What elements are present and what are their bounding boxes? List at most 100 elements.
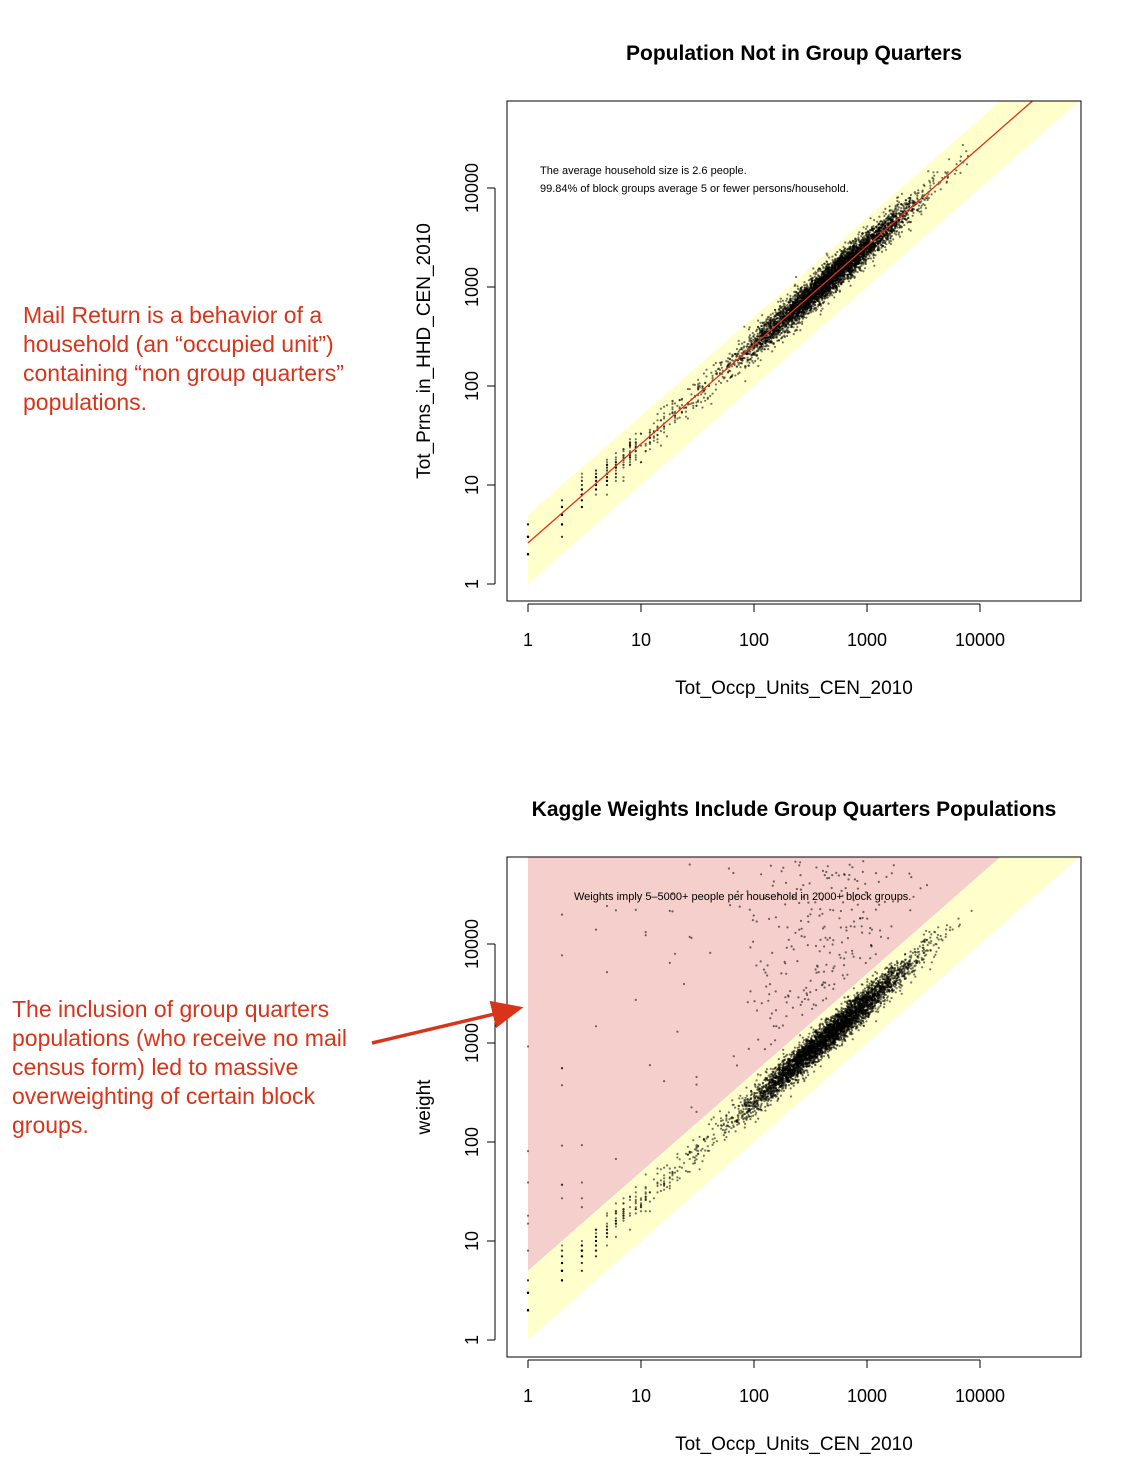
data-point bbox=[622, 476, 625, 479]
data-point bbox=[825, 252, 828, 255]
data-point bbox=[769, 337, 772, 340]
data-point bbox=[840, 252, 843, 256]
data-point bbox=[885, 223, 888, 226]
data-point bbox=[922, 203, 925, 206]
data-point bbox=[873, 219, 876, 222]
data-point bbox=[897, 223, 900, 226]
data-point bbox=[829, 269, 832, 272]
data-point bbox=[821, 288, 824, 291]
data-point bbox=[728, 352, 731, 355]
data-point bbox=[909, 229, 912, 232]
data-point bbox=[605, 479, 609, 482]
data-point bbox=[746, 343, 749, 346]
data-point bbox=[894, 211, 898, 215]
data-point bbox=[927, 193, 930, 196]
data-point bbox=[747, 352, 751, 356]
data-point bbox=[778, 339, 781, 342]
data-point bbox=[801, 309, 804, 313]
data-point bbox=[927, 170, 930, 173]
data-point bbox=[771, 324, 774, 327]
data-point bbox=[768, 325, 771, 328]
data-point bbox=[756, 337, 759, 340]
data-point bbox=[622, 448, 625, 451]
data-point bbox=[930, 193, 933, 196]
data-point bbox=[560, 499, 564, 502]
data-point bbox=[659, 419, 663, 422]
data-point bbox=[648, 428, 652, 431]
data-point bbox=[743, 325, 746, 328]
data-point bbox=[795, 328, 798, 331]
note-mail-return: Mail Return is a behavior of a household… bbox=[23, 302, 344, 415]
data-point bbox=[787, 308, 791, 311]
data-point bbox=[821, 299, 824, 302]
data-point bbox=[919, 206, 923, 209]
data-point bbox=[853, 271, 856, 274]
data-point bbox=[879, 243, 882, 246]
data-point bbox=[840, 280, 843, 283]
data-point bbox=[614, 456, 618, 459]
data-point bbox=[829, 288, 832, 291]
data-point bbox=[692, 404, 695, 407]
data-point bbox=[767, 338, 771, 341]
data-point bbox=[894, 204, 897, 207]
data-point bbox=[888, 229, 891, 233]
data-point bbox=[704, 399, 707, 402]
data-point bbox=[807, 279, 811, 282]
data-point bbox=[909, 193, 913, 197]
data-point bbox=[889, 242, 893, 246]
data-point bbox=[716, 368, 720, 371]
data-point bbox=[862, 226, 865, 229]
data-point bbox=[781, 327, 784, 330]
data-point bbox=[837, 258, 841, 261]
data-point bbox=[878, 242, 881, 245]
data-point bbox=[926, 195, 929, 198]
data-point bbox=[714, 388, 718, 391]
data-point bbox=[800, 285, 804, 289]
data-point bbox=[821, 297, 825, 300]
data-point bbox=[898, 221, 901, 224]
data-point bbox=[920, 204, 923, 207]
data-point bbox=[852, 274, 855, 277]
data-point bbox=[856, 258, 859, 262]
data-point bbox=[854, 264, 858, 267]
data-point bbox=[903, 224, 906, 227]
data-point bbox=[900, 206, 903, 210]
data-point bbox=[614, 479, 618, 482]
data-point bbox=[684, 415, 688, 418]
data-point bbox=[888, 233, 891, 236]
data-point bbox=[920, 200, 923, 203]
data-point bbox=[580, 476, 584, 479]
data-point bbox=[710, 371, 713, 374]
data-point bbox=[924, 207, 928, 210]
data-point bbox=[907, 205, 911, 208]
data-point bbox=[648, 431, 652, 434]
data-point bbox=[893, 232, 896, 235]
data-point bbox=[926, 198, 929, 202]
data-point bbox=[861, 236, 864, 239]
data-point bbox=[684, 406, 688, 409]
data-point bbox=[845, 276, 849, 279]
data-point bbox=[879, 235, 883, 238]
data-point bbox=[825, 269, 828, 272]
data-point bbox=[771, 342, 774, 345]
data-point bbox=[796, 321, 799, 325]
data-point bbox=[805, 316, 808, 319]
data-point bbox=[866, 225, 869, 228]
data-point bbox=[878, 215, 881, 218]
data-point bbox=[680, 411, 684, 414]
data-point bbox=[750, 353, 754, 356]
data-point bbox=[896, 203, 900, 206]
data-point bbox=[786, 297, 789, 300]
data-point bbox=[838, 248, 842, 251]
data-point bbox=[781, 316, 784, 319]
data-point bbox=[828, 285, 832, 288]
data-point bbox=[560, 505, 564, 509]
data-point bbox=[795, 304, 798, 307]
data-point bbox=[955, 163, 958, 166]
data-point bbox=[932, 179, 935, 183]
data-point bbox=[932, 182, 935, 185]
data-point bbox=[777, 300, 780, 303]
data-point bbox=[834, 284, 837, 287]
data-point bbox=[840, 264, 844, 267]
data-point bbox=[959, 171, 962, 174]
